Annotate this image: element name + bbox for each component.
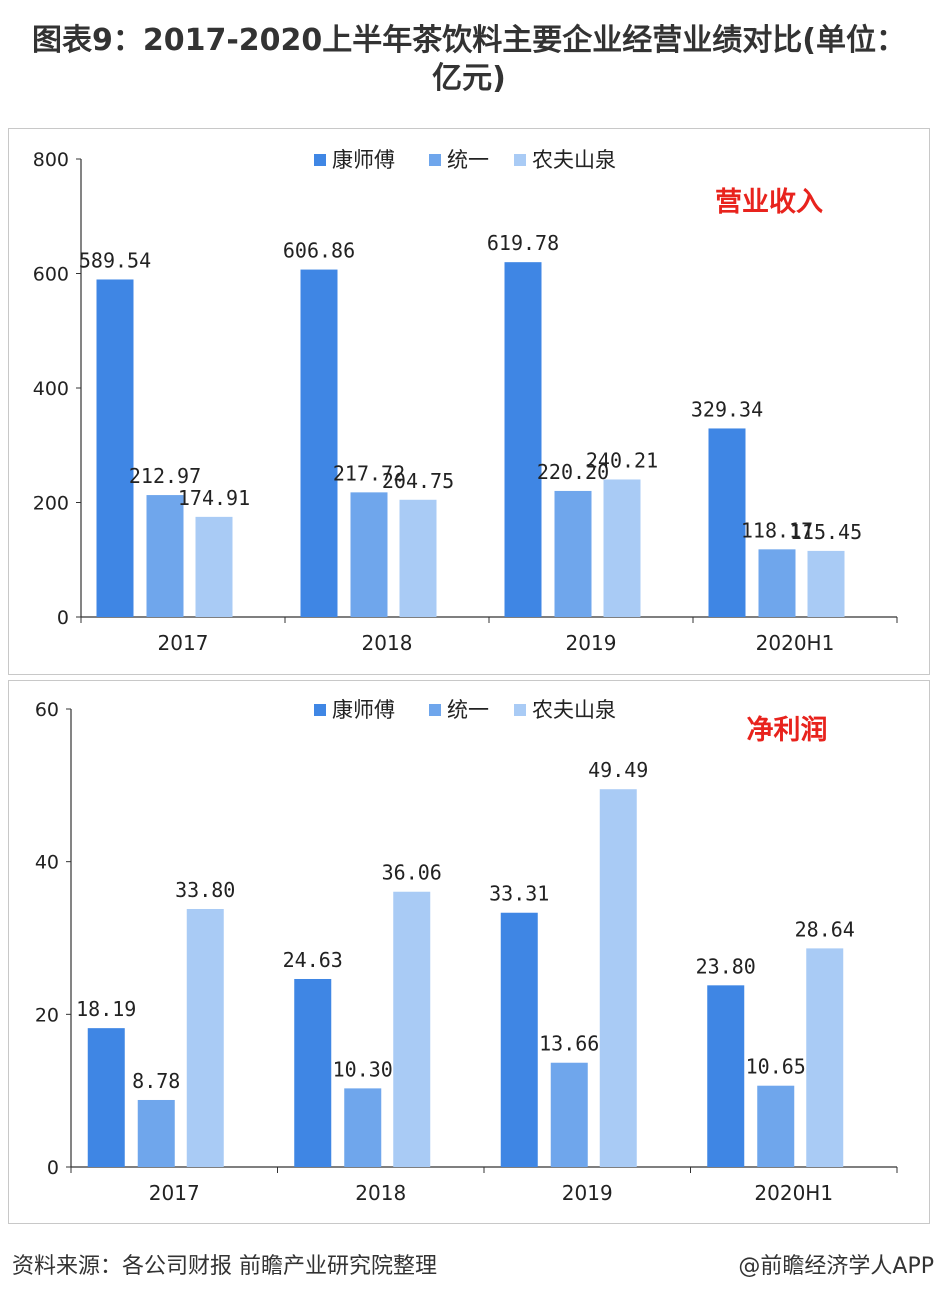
y-tick-label: 600 — [33, 264, 69, 286]
bar-tongyi — [550, 1062, 588, 1167]
bar-nongfu — [603, 479, 641, 617]
legend-swatch — [429, 154, 441, 166]
data-label: 174.91 — [178, 486, 250, 510]
bar-tongyi — [344, 1088, 382, 1167]
chart-annotation: 净利润 — [747, 714, 828, 746]
data-label: 118.17 — [741, 518, 813, 542]
legend-label: 统一 — [447, 698, 489, 722]
data-label: 33.31 — [489, 882, 549, 906]
legend-label: 康师傅 — [332, 698, 395, 722]
legend-swatch — [514, 154, 526, 166]
x-category-label: 2017 — [149, 1181, 200, 1205]
data-label: 589.54 — [79, 248, 151, 272]
bar-nongfu — [807, 550, 845, 617]
bar-nongfu — [186, 908, 224, 1167]
data-label: 115.45 — [790, 520, 862, 544]
x-category-label: 2018 — [362, 631, 413, 655]
bar-tongyi — [757, 1085, 795, 1167]
data-label: 18.19 — [76, 997, 136, 1021]
bar-tongyi — [137, 1099, 175, 1167]
bar-nongfu — [195, 516, 233, 617]
bar-tongyi — [350, 492, 388, 617]
data-label: 23.80 — [696, 954, 756, 978]
x-category-label: 2017 — [158, 631, 209, 655]
bar-kangshifu — [87, 1028, 125, 1167]
data-label: 329.34 — [691, 397, 763, 421]
y-tick-label: 0 — [57, 607, 69, 629]
y-tick-label: 20 — [35, 1004, 59, 1026]
data-label: 204.75 — [382, 469, 454, 493]
data-label: 217.72 — [333, 461, 405, 485]
data-label: 606.86 — [283, 239, 355, 263]
data-label: 212.97 — [129, 464, 201, 488]
revenue-chart-panel: 0 200 400 600 800 2017 2018 2019 2020H1 589.54 606… — [8, 128, 930, 675]
data-label: 10.65 — [746, 1055, 806, 1079]
data-label: 49.49 — [588, 758, 648, 782]
bar-nongfu — [806, 948, 844, 1167]
data-label: 240.21 — [586, 448, 658, 472]
credit-note: @前瞻经济学人APP — [738, 1254, 934, 1279]
bar-nongfu — [599, 789, 637, 1167]
profit-chart: 0 20 40 60 2017 2018 2019 2020H1 18.19 24.63 33.31… — [35, 698, 898, 1205]
data-label: 8.78 — [132, 1069, 180, 1093]
profit-chart-panel: 0 20 40 60 2017 2018 2019 2020H1 18.19 24.63 33.31… — [8, 680, 930, 1224]
legend-label: 农夫山泉 — [532, 148, 616, 172]
x-category-label: 2018 — [355, 1181, 406, 1205]
y-tick-label: 800 — [33, 149, 69, 171]
data-label: 619.78 — [487, 231, 559, 255]
y-tick-label: 40 — [35, 852, 59, 874]
bar-nongfu — [393, 891, 431, 1167]
data-label: 13.66 — [539, 1032, 599, 1056]
data-label: 33.80 — [175, 878, 235, 902]
data-label: 220.20 — [537, 460, 609, 484]
y-tick-label: 200 — [33, 493, 69, 515]
x-category-label: 2019 — [562, 1181, 613, 1205]
bar-nongfu — [399, 499, 437, 617]
bar-kangshifu — [294, 978, 332, 1167]
x-category-label: 2020H1 — [756, 631, 835, 655]
legend-label: 康师傅 — [332, 148, 395, 172]
source-note: 资料来源：各公司财报 前瞻产业研究院整理 — [12, 1254, 437, 1279]
bar-kangshifu — [300, 269, 338, 617]
legend-label: 农夫山泉 — [532, 698, 616, 722]
bar-kangshifu — [504, 262, 542, 617]
data-label: 28.64 — [795, 917, 855, 941]
legend-swatch — [314, 704, 326, 716]
revenue-chart: 0 200 400 600 800 2017 2018 2019 2020H1 589.54 606… — [33, 148, 898, 655]
bar-kangshifu — [96, 279, 134, 617]
data-label: 24.63 — [283, 948, 343, 972]
bar-kangshifu — [500, 912, 538, 1167]
data-label: 10.30 — [333, 1057, 393, 1081]
y-tick-label: 60 — [35, 699, 59, 721]
bar-kangshifu — [707, 985, 745, 1167]
legend-label: 统一 — [447, 148, 489, 172]
legend-swatch — [514, 704, 526, 716]
legend-swatch — [314, 154, 326, 166]
bar-tongyi — [758, 549, 796, 617]
x-category-label: 2020H1 — [754, 1181, 833, 1205]
bar-tongyi — [554, 490, 592, 617]
y-tick-label: 0 — [47, 1157, 59, 1179]
chart-annotation: 营业收入 — [715, 187, 823, 218]
legend-swatch — [429, 704, 441, 716]
y-tick-label: 400 — [33, 378, 69, 400]
bar-kangshifu — [708, 428, 746, 617]
chart-title: 图表9：2017-2020上半年茶饮料主要企业经营业绩对比(单位：亿元) — [31, 23, 907, 96]
data-label: 36.06 — [382, 861, 442, 885]
x-category-label: 2019 — [566, 631, 617, 655]
bar-tongyi — [146, 495, 184, 617]
